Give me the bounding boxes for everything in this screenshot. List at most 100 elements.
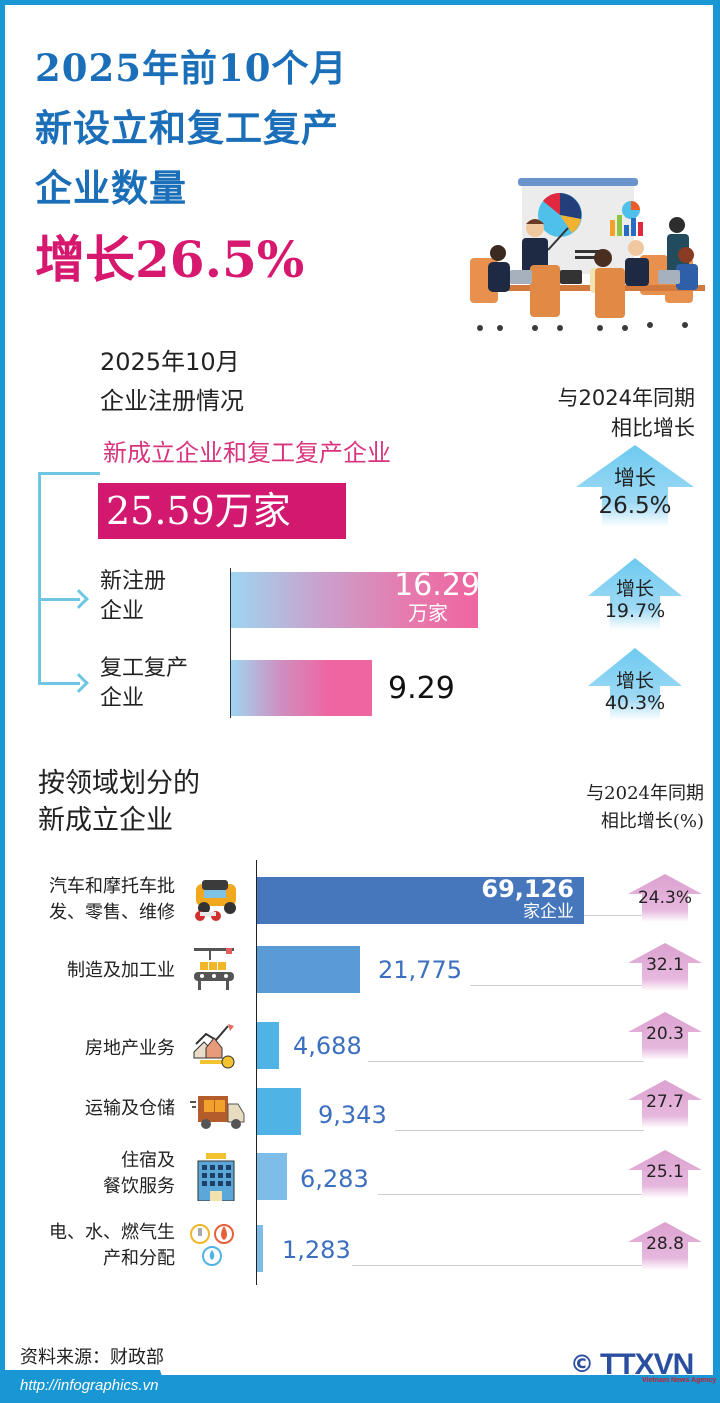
growth-label: 增长: [614, 466, 656, 490]
section2-yoy-header: 与2024年同期 相比增长(%): [586, 780, 704, 836]
growth-value: 24.3%: [637, 888, 692, 908]
growth-label: 增长: [615, 670, 654, 692]
headline-growth: 增长26.5%: [35, 230, 305, 289]
growth-value: 25.1: [646, 1162, 684, 1182]
growth-value: 26.5%: [598, 493, 672, 519]
label-line: 运输及仓储: [85, 1098, 175, 1119]
section1-heading-date: 2025年10月: [100, 348, 240, 376]
label-line: 餐饮服务: [103, 1176, 175, 1197]
yoy-header: 与2024年同期 相比增长: [558, 383, 695, 443]
sector-label-auto: 汽车和摩托车批 发、零售、维修: [49, 874, 175, 926]
up-arrow-icon: [628, 1012, 702, 1060]
up-arrow-icon: [628, 1080, 702, 1128]
delivery-truck-icon: [190, 1096, 245, 1129]
growth-label: 增长: [615, 578, 654, 600]
growth-arrow-hospitality: 25.1: [628, 1150, 702, 1198]
bar-sector-auto: [257, 877, 584, 924]
real-estate-key-icon: [193, 1024, 235, 1069]
bar-sector-utilities: [257, 1225, 263, 1272]
growth-arrow-utilities: 28.8: [628, 1222, 702, 1270]
bar-sector-real-estate: [257, 1022, 279, 1069]
utilities-icon: [190, 1224, 234, 1266]
label-line: 新注册: [100, 569, 167, 594]
sector-label-hospitality: 住宿及 餐饮服务: [103, 1148, 175, 1200]
label-line: 房地产业务: [85, 1038, 175, 1059]
bar-value-utilities: 1,283: [282, 1236, 351, 1264]
bar-value-real-estate: 4,688: [293, 1032, 362, 1060]
growth-value: 20.3: [646, 1024, 684, 1044]
title-line-3: 企业数量: [35, 166, 187, 210]
growth-arrow-auto: 24.3%: [628, 874, 702, 922]
growth-value: 40.3%: [604, 692, 666, 714]
guide-line: [395, 1130, 644, 1131]
section2-heading: 按领域划分的 新成立企业: [38, 765, 200, 839]
footer-bar: [0, 1375, 720, 1403]
growth-arrow-new-registered: 增长 19.7%: [588, 558, 682, 630]
yoy-header-line2: 相比增长: [611, 416, 695, 440]
bar-value-hospitality: 6,283: [300, 1165, 369, 1193]
factory-conveyor-icon: [194, 948, 234, 990]
bar-value-auto: 69,126: [481, 875, 574, 903]
guide-line: [470, 985, 644, 986]
sector-label-utilities: 电、水、燃气生 产和分配: [49, 1220, 175, 1272]
label-line: 电、水、燃气生: [49, 1222, 175, 1243]
bracket-connector-vertical: [38, 472, 41, 685]
bracket-branch-1: [38, 598, 80, 601]
up-arrow-icon: [588, 648, 682, 720]
label-line: 产和分配: [103, 1248, 175, 1269]
bar-new-registered: [231, 572, 478, 628]
logo-subtitle: Vietnam News Agency: [642, 1377, 717, 1384]
chart2-axis: [256, 860, 257, 1285]
bar-resumed: [231, 660, 372, 716]
label-line: 制造及加工业: [67, 960, 175, 981]
bracket-branch-2: [38, 682, 80, 685]
label-line: 发、零售、维修: [49, 902, 175, 923]
bar-value-manufacturing: 21,775: [378, 956, 462, 984]
yoy-header-line1: 与2024年同期: [557, 386, 695, 410]
total-enterprises-value: 25.59万家: [98, 483, 346, 539]
growth-value: 32.1: [646, 955, 684, 975]
bar-value-transport: 9,343: [318, 1101, 387, 1129]
growth-arrow-resumed: 增长 40.3%: [588, 648, 682, 720]
hotel-icon: [197, 1153, 235, 1201]
guide-line: [368, 1061, 644, 1062]
chart1-axis: [230, 568, 231, 718]
growth-arrow-transport: 27.7: [628, 1080, 702, 1128]
sector-label-transport: 运输及仓储: [85, 1096, 175, 1122]
label-line: 复工复产: [100, 656, 189, 681]
bar-sector-transport: [257, 1088, 301, 1135]
label-line: 企业: [100, 599, 145, 624]
title-line-2: 新设立和复工复产: [35, 106, 339, 150]
up-arrow-icon: [628, 943, 702, 991]
growth-arrow-real-estate: 20.3: [628, 1012, 702, 1060]
up-arrow-icon: [628, 874, 702, 922]
ttxvn-logo: © TTXVN Vietnam News Agency: [570, 1348, 716, 1385]
data-source: 资料来源：财政部: [20, 1347, 164, 1368]
up-arrow-icon: [628, 1222, 702, 1270]
guide-line: [584, 915, 644, 916]
section2-heading-line1: 按领域划分的: [38, 768, 200, 799]
section1-subheading: 新成立企业和复工复产企业: [103, 439, 391, 467]
growth-value: 27.7: [646, 1092, 684, 1112]
category-label-resumed: 复工复产 企业: [100, 654, 188, 714]
up-arrow-icon: [576, 445, 694, 527]
yoy-header-line2: 相比增长(%): [600, 811, 704, 832]
guide-line: [378, 1194, 644, 1195]
sector-label-manufacturing: 制造及加工业: [67, 958, 175, 984]
section1-heading: 企业注册情况: [100, 387, 244, 415]
logo-text: TTXVN: [600, 1348, 694, 1381]
label-line: 汽车和摩托车批: [49, 876, 175, 897]
category-label-new-registered: 新注册 企业: [100, 567, 166, 627]
growth-arrow-total: 增长 26.5%: [576, 445, 694, 527]
bar-sector-manufacturing: [257, 946, 360, 993]
bracket-connector: [38, 472, 100, 475]
growth-arrow-manufacturing: 32.1: [628, 943, 702, 991]
label-line: 住宿及: [121, 1150, 175, 1171]
section2-heading-line2: 新成立企业: [38, 805, 173, 836]
guide-line: [352, 1265, 644, 1266]
yoy-header-line1: 与2024年同期: [586, 783, 704, 804]
title-line-1: 2025年前10个月: [35, 46, 348, 90]
bar-value-new-registered: 16.29: [394, 568, 480, 603]
website-link[interactable]: http://infographics.vn: [20, 1377, 159, 1394]
copyright-icon: ©: [570, 1350, 594, 1378]
